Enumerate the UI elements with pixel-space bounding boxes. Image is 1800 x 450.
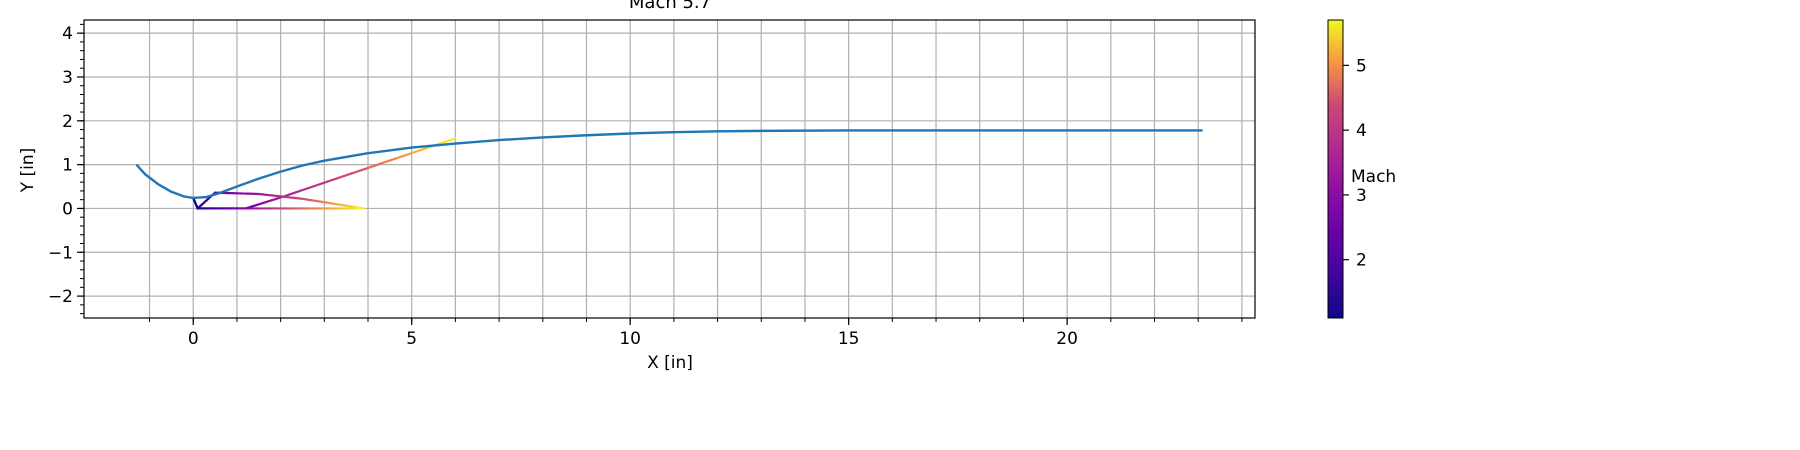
x-tick-label: 15 — [838, 329, 860, 349]
x-tick-label: 5 — [406, 329, 417, 349]
chart-title: Mach 5.7 — [629, 0, 711, 13]
mach-characteristic-segment — [294, 186, 311, 194]
x-tick-label: 10 — [619, 329, 641, 349]
y-axis: −2 −1 0 1 2 3 4 — [48, 23, 84, 315]
y-tick-label: 2 — [62, 112, 73, 132]
mach-characteristic-segment — [410, 147, 428, 155]
colorbar-tick-label: 3 — [1356, 186, 1367, 206]
colorbar-tick-label: 2 — [1356, 251, 1367, 271]
mach-characteristic-segment — [323, 176, 340, 184]
mach-characteristic-segment — [308, 181, 326, 189]
y-axis-label: Y [in] — [18, 148, 38, 194]
colorbar-tick-label: 5 — [1356, 56, 1367, 76]
colorbar — [1327, 19, 1344, 319]
y-tick-label: 3 — [62, 68, 73, 88]
mach-characteristic-segment — [352, 166, 370, 174]
series-line — [135, 129, 1203, 200]
mach-characteristic-segment — [439, 137, 457, 145]
mach-characteristic-segment — [337, 171, 355, 179]
y-tick-label: −1 — [48, 243, 73, 263]
x-axis-label: X [in] — [647, 353, 693, 373]
series-layer — [135, 129, 1203, 210]
colorbar-ticks: 2 3 4 5 — [1343, 56, 1367, 271]
mach-characteristic-segment — [381, 156, 399, 165]
colorbar-label: Mach — [1351, 167, 1396, 187]
x-tick-label: 0 — [188, 329, 199, 349]
y-tick-label: 4 — [62, 24, 73, 44]
mach-characteristic-segment — [366, 161, 384, 170]
colorbar-tick-label: 4 — [1356, 121, 1367, 141]
y-tick-label: −2 — [48, 287, 73, 307]
y-tick-label: 1 — [62, 156, 73, 176]
mach-characteristic-segment — [396, 152, 413, 160]
y-tick-label: 0 — [62, 199, 73, 219]
x-axis: 0 5 10 15 20 — [149, 318, 1243, 349]
grid — [84, 20, 1255, 318]
x-tick-label: 20 — [1056, 329, 1078, 349]
plot-frame — [83, 19, 1256, 319]
